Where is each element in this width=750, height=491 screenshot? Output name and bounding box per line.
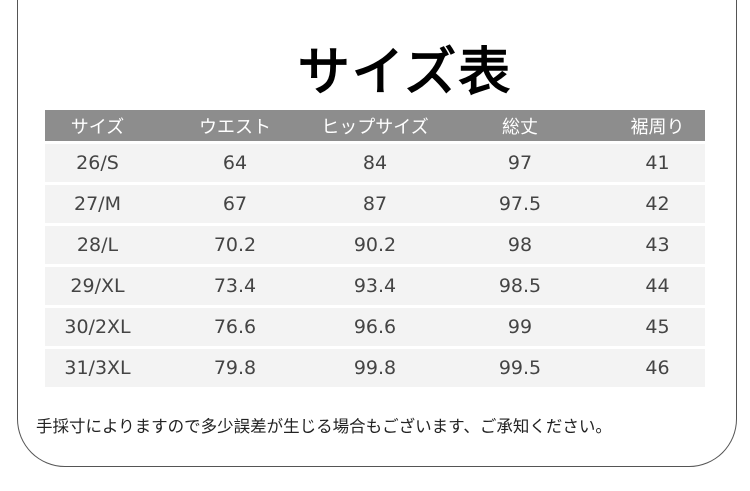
table-cell: 99.8	[353, 357, 397, 379]
table-cell: 98.5	[498, 275, 542, 297]
table-cell: 42	[645, 193, 670, 215]
table-cell: 67	[222, 193, 248, 215]
table-cell: 97	[507, 152, 533, 174]
table-cell: 99.5	[498, 357, 542, 379]
table-cell: 87	[362, 193, 388, 215]
header-cell: ヒップサイズ	[321, 116, 429, 138]
header-cell: 総丈	[502, 116, 538, 138]
table-cell: 97.5	[498, 193, 542, 215]
table-cell: 73.4	[213, 275, 257, 297]
table-cell: 70.2	[213, 234, 257, 256]
size-table: サイズ ウエスト ヒップサイズ 総丈 裾周り 26/S 64 84 97 41 27/M 6…	[45, 110, 705, 390]
table-cell: 96.6	[353, 316, 397, 338]
table-cell: 76.6	[213, 316, 257, 338]
table-cell: 27/M	[74, 193, 121, 215]
header-cell: 裾周り	[630, 116, 685, 138]
table-cell: 46	[645, 357, 670, 379]
table-row: 28/L 70.2 90.2 98 43	[45, 226, 705, 264]
table-cell: 84	[362, 152, 388, 174]
table-row: 27/M 67 87 97.5 42	[45, 185, 705, 223]
header-cell: サイズ	[70, 116, 125, 138]
table-row: 26/S 64 84 97 41	[45, 144, 705, 182]
table-cell: 98	[507, 234, 533, 256]
frame-border	[17, 0, 737, 467]
table-cell: 79.8	[213, 357, 257, 379]
table-cell: 31/3XL	[64, 357, 131, 379]
table-cell: 45	[645, 316, 670, 338]
measurement-note: 手採寸によりますので多少誤差が生じる場合もございます、ご承知ください。	[36, 417, 612, 436]
table-row: 31/3XL 79.8 99.8 99.5 46	[45, 349, 705, 387]
table-header: サイズ ウエスト ヒップサイズ 総丈 裾周り	[45, 110, 705, 141]
table-row: 29/XL 73.4 93.4 98.5 44	[45, 267, 705, 305]
table-cell: 44	[645, 275, 670, 297]
table-cell: 28/L	[76, 234, 119, 256]
table-cell: 41	[645, 152, 670, 174]
table-cell: 93.4	[353, 275, 397, 297]
table-cell: 43	[645, 234, 670, 256]
table-cell: 26/S	[76, 152, 119, 174]
table-row: 30/2XL 76.6 96.6 99 45	[45, 308, 705, 346]
table-cell: 29/XL	[70, 275, 125, 297]
header-cell: ウエスト	[199, 116, 271, 138]
table-cell: 99	[507, 316, 533, 338]
table-cell: 30/2XL	[64, 316, 131, 338]
table-cell: 90.2	[353, 234, 397, 256]
page-title: サイズ表	[297, 43, 513, 103]
table-cell: 64	[222, 152, 248, 174]
